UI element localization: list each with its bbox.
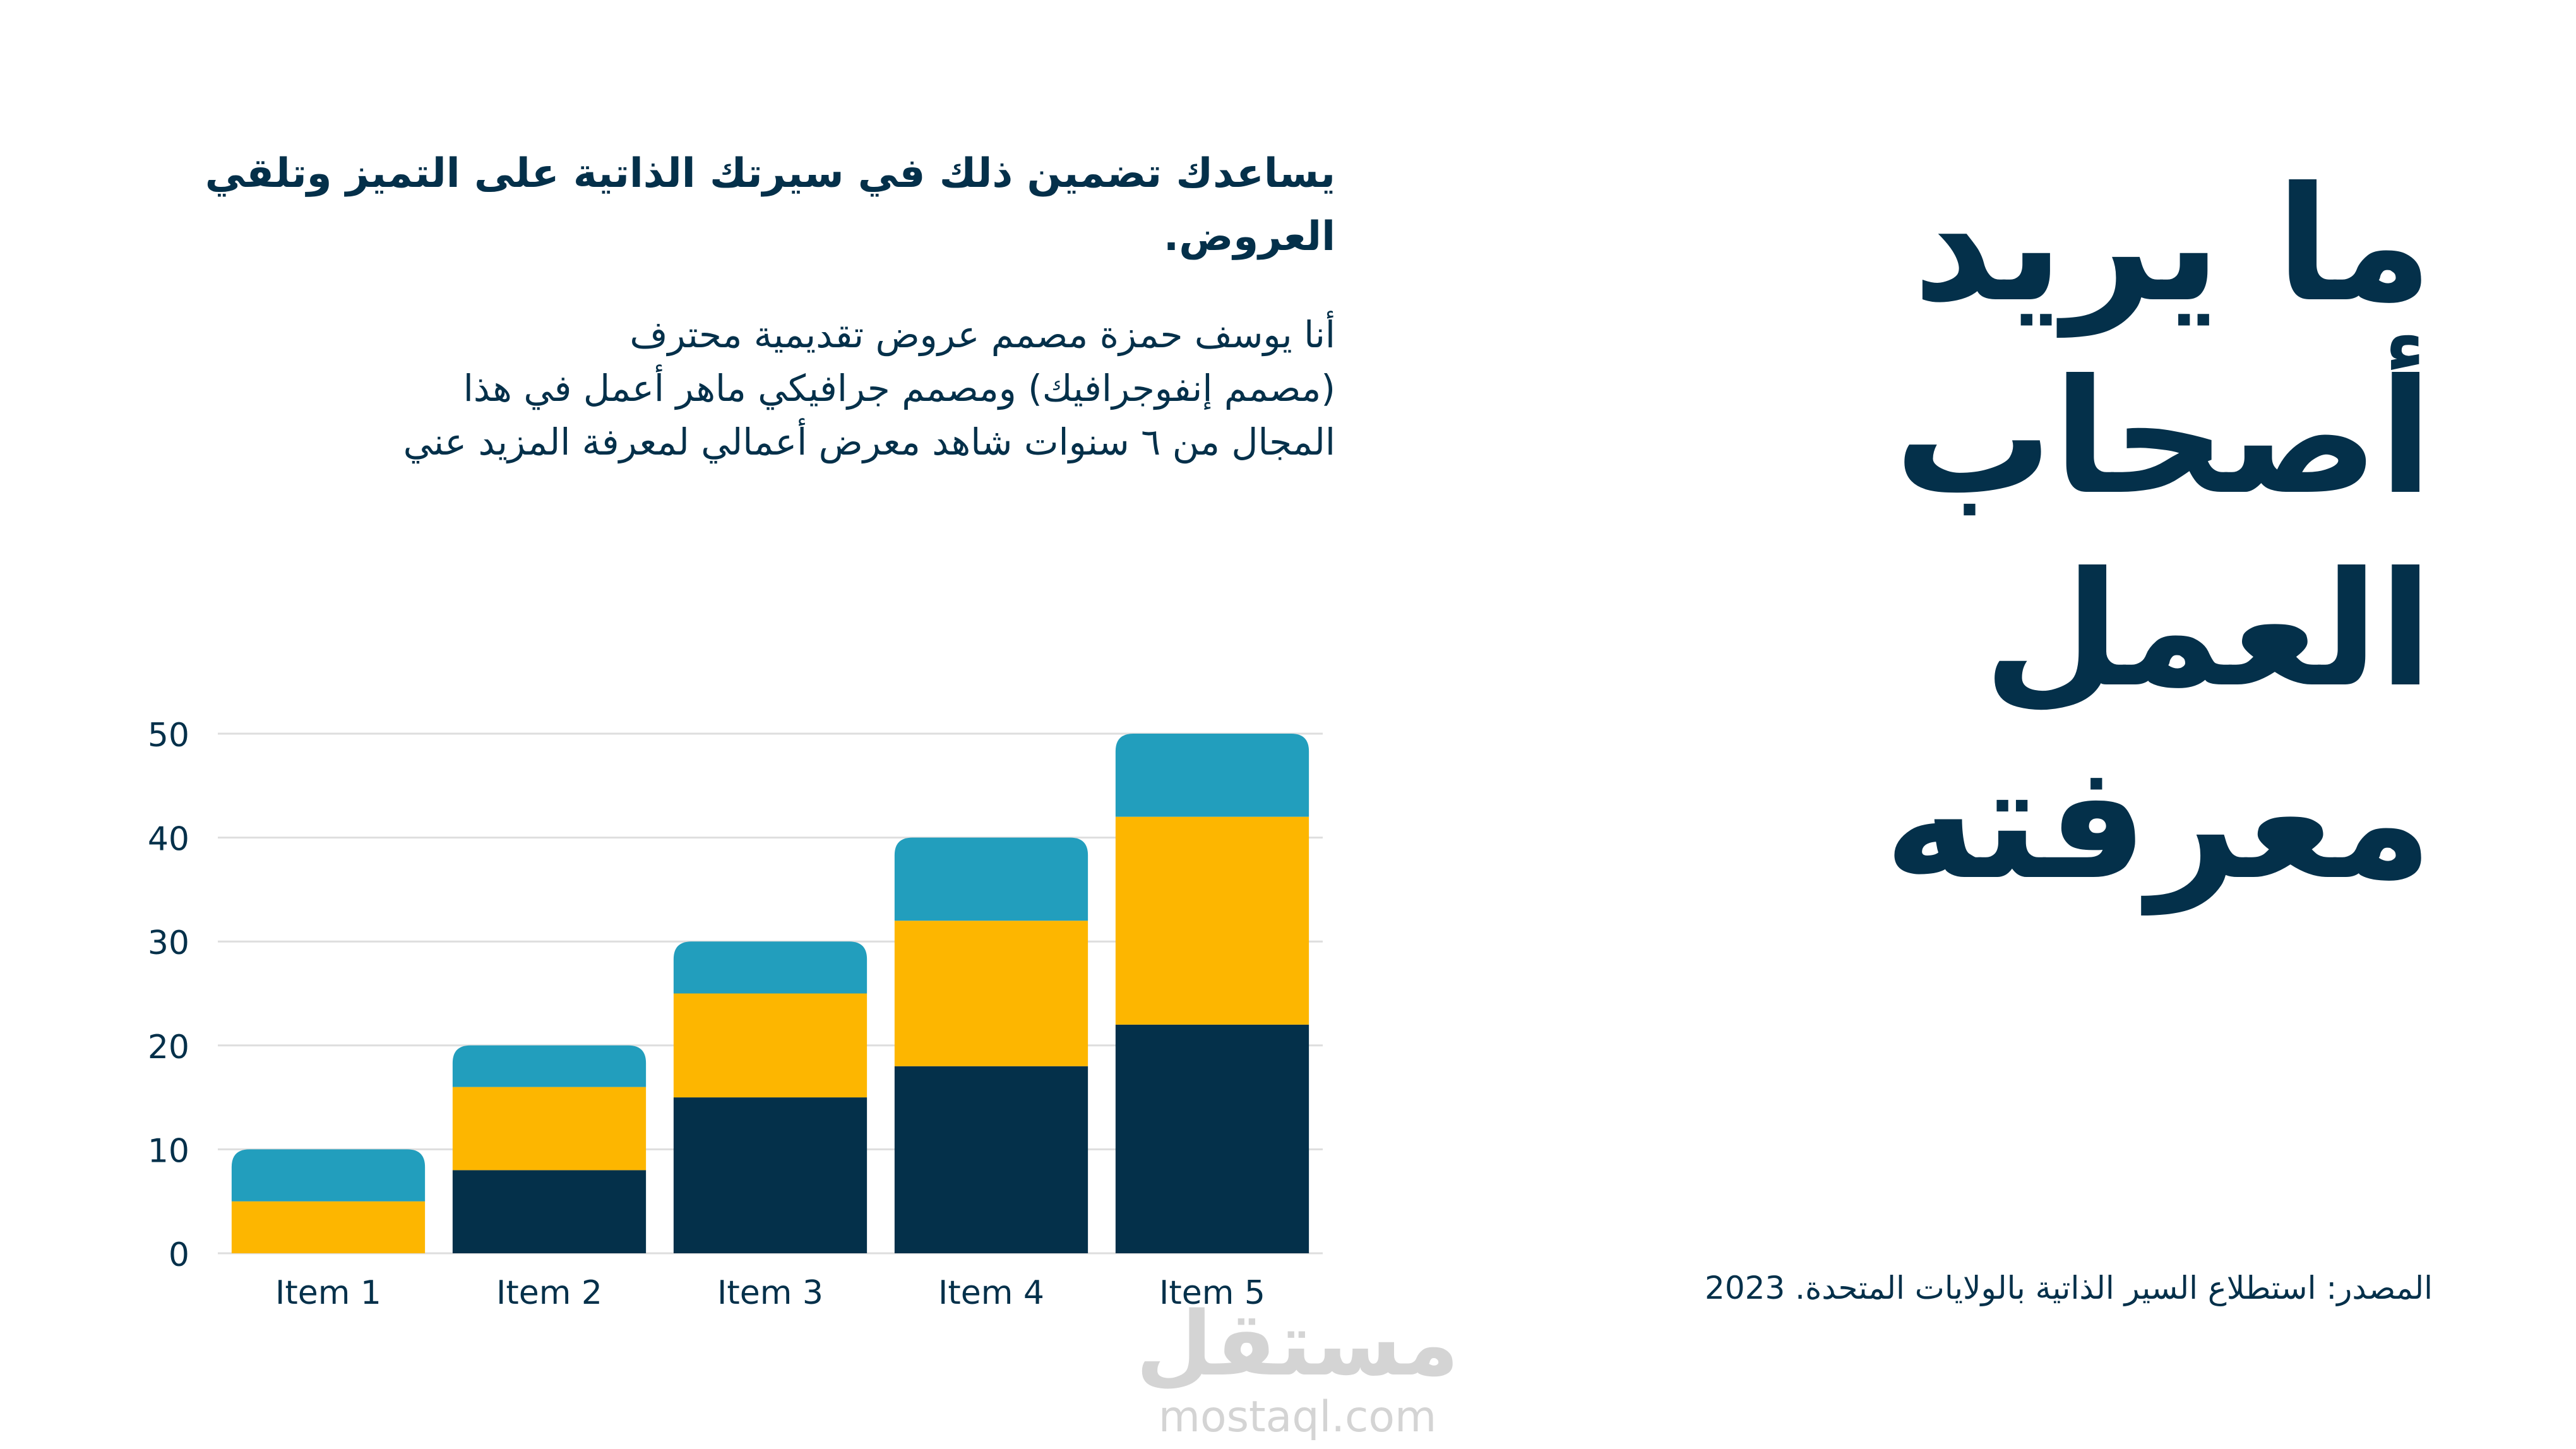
page-title: ما يريد أصحاب العمل معرفته <box>1486 148 2433 919</box>
bar-4-segment-1 <box>894 1066 1088 1253</box>
body-line-1: أنا يوسف حمزة مصمم عروض تقديمية محترف <box>629 313 1335 356</box>
body-line-2: (مصمم إنفوجرافيك) ومصمم جرافيكي ماهر أعم… <box>463 367 1335 410</box>
x-tick-label: Item 2 <box>496 1274 602 1312</box>
bar-2-segment-1 <box>452 1170 647 1253</box>
source-note: المصدر: استطلاع السير الذاتية بالولايات … <box>1705 1270 2433 1306</box>
chart-bars <box>231 734 1309 1253</box>
bar-2-segment-3 <box>452 1045 647 1087</box>
y-tick-label: 20 <box>148 1029 189 1066</box>
body-text: أنا يوسف حمزة مصمم عروض تقديمية محترف (م… <box>136 308 1335 469</box>
bar-3-segment-2 <box>673 993 868 1098</box>
y-axis: 0 10 20 30 40 50 <box>148 717 189 1274</box>
bar-3-segment-1 <box>673 1097 868 1253</box>
title-line-2: أصحاب العمل <box>1894 345 2433 722</box>
bar-4-segment-3 <box>894 837 1088 921</box>
y-tick-label: 0 <box>169 1236 189 1274</box>
bar-5-segment-3 <box>1115 734 1309 817</box>
y-tick-label: 30 <box>148 924 189 962</box>
x-tick-label: Item 4 <box>938 1274 1044 1312</box>
y-tick-label: 10 <box>148 1132 189 1170</box>
x-tick-label: Item 5 <box>1159 1274 1265 1312</box>
title-line-1: ما يريد <box>1912 153 2433 337</box>
bar-1-segment-2 <box>231 1201 426 1253</box>
bar-2-segment-2 <box>452 1087 647 1171</box>
bar-3-segment-3 <box>673 941 868 994</box>
bar-5-segment-2 <box>1115 816 1309 1025</box>
x-axis: Item 1 Item 2 Item 3 Item 4 Item 5 <box>275 1274 1265 1312</box>
x-tick-label: Item 3 <box>717 1274 823 1312</box>
x-tick-label: Item 1 <box>275 1274 381 1312</box>
subtitle: يساعدك تضمين ذلك في سيرتك الذاتية على ال… <box>205 150 1335 260</box>
bar-4-segment-2 <box>894 921 1088 1066</box>
bar-1-segment-3 <box>231 1149 426 1202</box>
y-tick-label: 50 <box>148 717 189 754</box>
title-line-3: معرفته <box>1884 730 2433 914</box>
bar-5-segment-1 <box>1115 1024 1309 1253</box>
y-tick-label: 40 <box>148 821 189 859</box>
body-line-3: المجال من ٦ سنوات شاهد معرض أعمالي لمعرف… <box>403 420 1335 463</box>
